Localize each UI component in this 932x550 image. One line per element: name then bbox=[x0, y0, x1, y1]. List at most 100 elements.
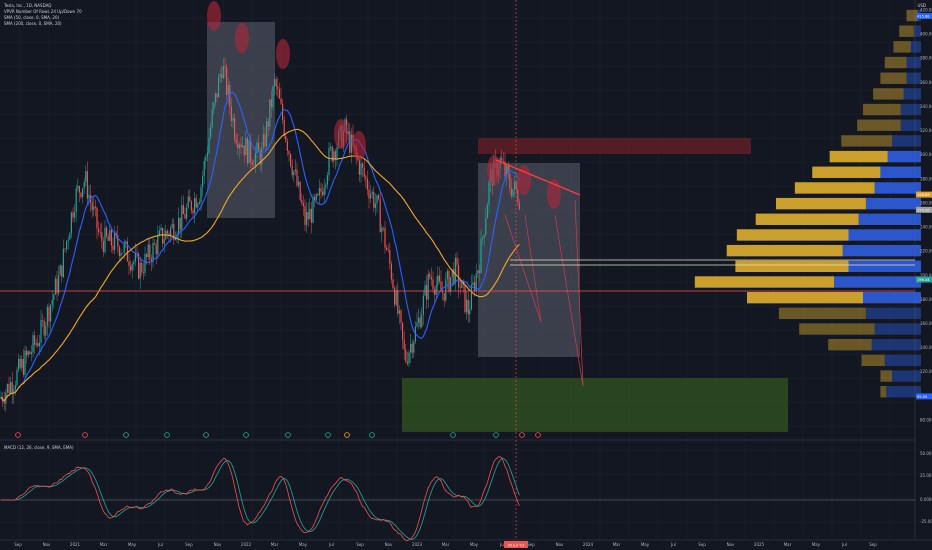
candle-body bbox=[208, 137, 210, 153]
candle-body bbox=[453, 269, 455, 284]
price-tick-label: 280.00 bbox=[920, 176, 932, 181]
time-tick-label: Mar bbox=[613, 542, 621, 547]
candle-body bbox=[181, 205, 183, 230]
candle-body bbox=[6, 383, 8, 393]
candle-body bbox=[261, 147, 263, 165]
candle-body bbox=[115, 232, 117, 236]
time-tick-label: Nov bbox=[727, 542, 735, 547]
candle-body bbox=[293, 171, 295, 176]
vp-up-bar bbox=[865, 307, 921, 320]
sma50-legend[interactable]: SMA (50, close, 0, SMA, 20) bbox=[4, 15, 60, 20]
candle-body bbox=[475, 273, 477, 291]
candle-body bbox=[130, 265, 132, 271]
top-marker-ellipse bbox=[547, 179, 561, 209]
time-tick-label: 2025 bbox=[754, 542, 765, 547]
vp-up-bar bbox=[910, 41, 921, 53]
candle-body bbox=[158, 230, 160, 236]
candle-body bbox=[155, 244, 157, 255]
candle-body bbox=[134, 253, 136, 262]
candle-body bbox=[406, 361, 408, 364]
price-tick-label: 120.00 bbox=[920, 369, 932, 374]
candle-body bbox=[219, 74, 221, 77]
candle-body bbox=[456, 257, 458, 265]
candle-body bbox=[274, 79, 276, 87]
candle-body bbox=[166, 230, 168, 234]
candle-body bbox=[106, 227, 108, 237]
candle-body bbox=[8, 383, 10, 393]
candle-body bbox=[445, 279, 447, 301]
time-tick-label: Sep bbox=[527, 542, 535, 547]
time-tick-label: Mar bbox=[784, 542, 792, 547]
event-marker bbox=[164, 432, 170, 438]
price-tick-label: 300.00 bbox=[920, 152, 932, 157]
candle-body bbox=[259, 150, 261, 165]
candle-body bbox=[133, 261, 135, 264]
candle-body bbox=[109, 229, 111, 241]
candle-body bbox=[454, 257, 456, 284]
candle-body bbox=[240, 144, 242, 148]
candle-body bbox=[213, 102, 215, 110]
candle-body bbox=[238, 144, 240, 149]
candle-body bbox=[275, 79, 277, 87]
candle-body bbox=[392, 279, 394, 289]
candle-body bbox=[74, 212, 76, 218]
candle-body bbox=[37, 343, 39, 347]
sma50-line bbox=[0, 91, 520, 402]
vp-down-bar bbox=[841, 135, 892, 147]
price-tick-label: 240.00 bbox=[920, 225, 932, 230]
event-marker bbox=[123, 432, 129, 438]
candle-body bbox=[403, 339, 405, 350]
candle-body bbox=[507, 165, 509, 174]
event-marker bbox=[203, 432, 209, 438]
candle-body bbox=[374, 203, 376, 208]
vp-up-bar bbox=[903, 88, 921, 100]
sma200-legend[interactable]: SMA (200, close, 0, SMA, 20) bbox=[4, 21, 62, 26]
vp-up-bar bbox=[865, 197, 921, 210]
event-marker bbox=[493, 432, 499, 438]
chart-legend: Tesla, Inc., 1D, NASDAQ VPVR Number Of R… bbox=[4, 3, 82, 27]
candle-body bbox=[18, 358, 20, 370]
symbol-title[interactable]: Tesla, Inc., 1D, NASDAQ bbox=[4, 3, 52, 8]
candle-body bbox=[282, 103, 284, 120]
vp-down-bar bbox=[884, 56, 907, 69]
price-badge bbox=[916, 13, 932, 20]
candle-body bbox=[61, 265, 63, 277]
candle-body bbox=[413, 341, 415, 353]
vp-down-bar bbox=[880, 370, 892, 382]
candle-body bbox=[301, 200, 303, 204]
candle-body bbox=[102, 241, 104, 253]
macd-legend[interactable]: MACD (12, 26, close, 9, SMA, EMA) bbox=[4, 445, 74, 450]
candle-body bbox=[138, 253, 140, 279]
candle-body bbox=[19, 358, 21, 368]
candle-body bbox=[386, 247, 388, 251]
candle-body bbox=[83, 181, 85, 189]
time-tick-label: May bbox=[641, 542, 650, 547]
candle-body bbox=[458, 264, 460, 288]
candle-body bbox=[234, 117, 236, 140]
candle-body bbox=[506, 165, 508, 176]
candle-body bbox=[323, 187, 325, 196]
price-tick-label: 380.00 bbox=[920, 56, 932, 61]
candle-body bbox=[122, 252, 124, 254]
candle-body bbox=[381, 227, 383, 233]
vp-down-bar bbox=[880, 72, 907, 84]
candle-body bbox=[384, 227, 386, 248]
candle-body bbox=[82, 188, 84, 198]
price-tick-label: 220.00 bbox=[920, 249, 932, 254]
time-tick-label: 2021 bbox=[70, 542, 81, 547]
time-tick-label: 2023 bbox=[412, 542, 423, 547]
candle-body bbox=[398, 310, 400, 314]
time-tick-label: Sep bbox=[14, 542, 22, 547]
vpvr-legend[interactable]: VPVR Number Of Rows 24 Up/Down 70 bbox=[4, 9, 82, 14]
candle-body bbox=[26, 350, 28, 356]
candle-body bbox=[510, 187, 512, 197]
candle-body bbox=[371, 192, 373, 195]
date-badge bbox=[504, 541, 528, 548]
vp-down-bar bbox=[735, 260, 849, 273]
candle-body bbox=[245, 138, 247, 156]
vp-up-bar bbox=[886, 386, 921, 398]
candle-body bbox=[170, 227, 172, 237]
candle-body bbox=[429, 273, 431, 278]
candle-body bbox=[402, 322, 404, 340]
